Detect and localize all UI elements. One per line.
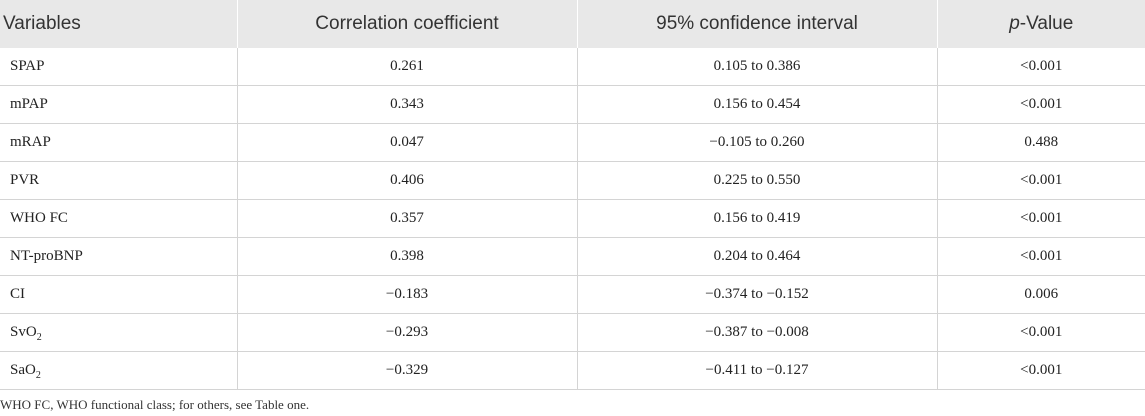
cell-confidence-interval: 0.225 to 0.550	[577, 161, 938, 200]
cell-confidence-interval: 0.105 to 0.386	[577, 48, 938, 86]
table-row: mRAP 0.047 −0.105 to 0.260 0.488	[0, 123, 1145, 162]
cell-confidence-interval: −0.387 to −0.008	[577, 313, 938, 352]
cell-confidence-interval: −0.374 to −0.152	[577, 275, 938, 314]
cell-variable: CI	[0, 275, 238, 314]
cell-p-value: <0.001	[937, 351, 1145, 390]
table-row: CI −0.183 −0.374 to −0.152 0.006	[0, 275, 1145, 314]
cell-p-value: 0.488	[937, 123, 1145, 162]
cell-coefficient: 0.047	[237, 123, 578, 162]
variable-name: SaO	[10, 362, 36, 378]
header-confidence-interval: 95% confidence interval	[577, 0, 938, 48]
cell-variable: WHO FC	[0, 199, 238, 238]
cell-p-value: <0.001	[937, 237, 1145, 276]
table-footnote: WHO FC, WHO functional class; for others…	[0, 397, 310, 412]
cell-coefficient: −0.183	[237, 275, 578, 314]
cell-coefficient: −0.329	[237, 351, 578, 390]
cell-p-value: <0.001	[937, 48, 1145, 86]
cell-variable: mRAP	[0, 123, 238, 162]
header-variables: Variables	[0, 0, 238, 48]
variable-name: mRAP	[10, 134, 51, 150]
table-row: SPAP 0.261 0.105 to 0.386 <0.001	[0, 48, 1145, 86]
cell-confidence-interval: 0.156 to 0.419	[577, 199, 938, 238]
variable-name: WHO FC	[10, 210, 68, 226]
correlation-table: Variables Correlation coefficient 95% co…	[0, 0, 1145, 390]
cell-p-value: <0.001	[937, 161, 1145, 200]
cell-variable: PVR	[0, 161, 238, 200]
cell-coefficient: 0.406	[237, 161, 578, 200]
variable-name: PVR	[10, 172, 40, 188]
cell-coefficient: 0.357	[237, 199, 578, 238]
table-row: PVR 0.406 0.225 to 0.550 <0.001	[0, 161, 1145, 200]
cell-variable: NT-proBNP	[0, 237, 238, 276]
table-body: SPAP 0.261 0.105 to 0.386 <0.001 mPAP 0.…	[0, 48, 1145, 390]
cell-variable: SaO2	[0, 351, 238, 390]
variable-name: NT-proBNP	[10, 248, 83, 264]
cell-p-value: <0.001	[937, 199, 1145, 238]
cell-variable: SPAP	[0, 48, 238, 86]
cell-p-value: 0.006	[937, 275, 1145, 314]
table-header: Variables Correlation coefficient 95% co…	[0, 0, 1145, 48]
header-correlation-coefficient: Correlation coefficient	[237, 0, 578, 48]
table-row: SvO2 −0.293 −0.387 to −0.008 <0.001	[0, 313, 1145, 352]
table-row: SaO2 −0.329 −0.411 to −0.127 <0.001	[0, 351, 1145, 390]
cell-variable: SvO2	[0, 313, 238, 352]
cell-confidence-interval: −0.105 to 0.260	[577, 123, 938, 162]
cell-p-value: <0.001	[937, 313, 1145, 352]
variable-subscript: 2	[35, 370, 41, 381]
table-row: WHO FC 0.357 0.156 to 0.419 <0.001	[0, 199, 1145, 238]
cell-confidence-interval: −0.411 to −0.127	[577, 351, 938, 390]
cell-variable: mPAP	[0, 85, 238, 124]
cell-p-value: <0.001	[937, 85, 1145, 124]
cell-coefficient: −0.293	[237, 313, 578, 352]
variable-name: SvO	[10, 324, 37, 340]
cell-confidence-interval: 0.156 to 0.454	[577, 85, 938, 124]
cell-coefficient: 0.343	[237, 85, 578, 124]
variable-subscript: 2	[36, 332, 42, 343]
header-row: Variables Correlation coefficient 95% co…	[0, 0, 1145, 48]
table-row: NT-proBNP 0.398 0.204 to 0.464 <0.001	[0, 237, 1145, 276]
variable-name: mPAP	[10, 96, 48, 112]
cell-confidence-interval: 0.204 to 0.464	[577, 237, 938, 276]
cell-coefficient: 0.261	[237, 48, 578, 86]
header-p-value: p-Value	[937, 0, 1145, 48]
header-p-italic: p	[1009, 13, 1020, 34]
variable-name: SPAP	[10, 58, 45, 74]
table-row: mPAP 0.343 0.156 to 0.454 <0.001	[0, 85, 1145, 124]
cell-coefficient: 0.398	[237, 237, 578, 276]
variable-name: CI	[10, 286, 25, 302]
header-p-suffix: -Value	[1019, 13, 1074, 34]
